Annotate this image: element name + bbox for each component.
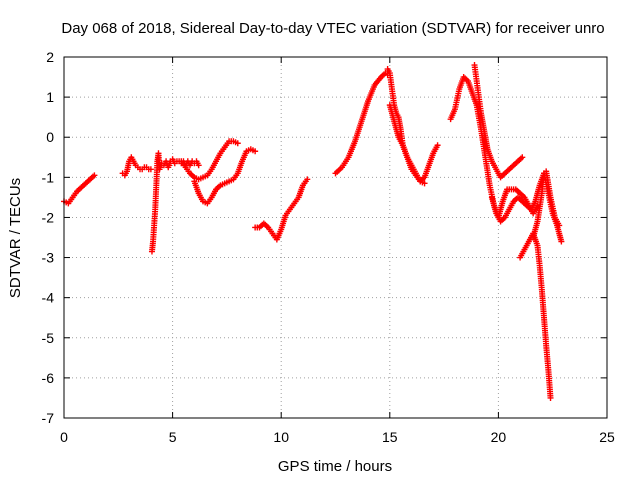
- x-tick-labels: 0 5 10 15 20 25: [60, 429, 615, 445]
- axis-ticks: [63, 56, 608, 419]
- data-point: [547, 394, 554, 401]
- chart-title: Day 068 of 2018, Sidereal Day-to-day VTE…: [61, 20, 604, 37]
- data-point: [421, 180, 428, 187]
- data-point: [234, 140, 241, 147]
- grid: [64, 57, 607, 418]
- y-tick-label: -6: [42, 370, 55, 386]
- y-tick-label: 1: [46, 89, 54, 105]
- x-tick-label: 20: [491, 429, 507, 445]
- x-tick-label: 0: [60, 429, 68, 445]
- y-tick-label: -2: [42, 209, 55, 225]
- data-point: [252, 148, 259, 155]
- y-tick-label: -3: [42, 250, 55, 266]
- y-axis-label: SDTVAR / TECUs: [7, 178, 24, 298]
- plot-frame: [63, 56, 608, 419]
- data-points: [61, 62, 565, 401]
- data-point: [556, 222, 563, 229]
- x-tick-label: 25: [599, 429, 615, 445]
- x-tick-label: 15: [382, 429, 398, 445]
- data-point: [195, 162, 202, 169]
- y-tick-label: -5: [42, 330, 55, 346]
- x-axis-label: GPS time / hours: [278, 458, 392, 475]
- x-tick-label: 5: [169, 429, 177, 445]
- data-point: [434, 142, 441, 149]
- y-tick-label: 2: [46, 49, 54, 65]
- y-tick-label: 0: [46, 129, 54, 145]
- data-point: [91, 172, 98, 179]
- data-point: [304, 176, 311, 183]
- y-tick-labels: -7 -6 -5 -4 -3 -2 -1 0 1 2: [42, 49, 55, 426]
- data-point: [519, 154, 526, 161]
- data-point: [558, 238, 565, 245]
- x-tick-label: 10: [273, 429, 289, 445]
- data-point: [147, 166, 154, 173]
- y-tick-label: -7: [42, 410, 55, 426]
- y-tick-label: -4: [42, 290, 55, 306]
- y-tick-label: -1: [42, 169, 55, 185]
